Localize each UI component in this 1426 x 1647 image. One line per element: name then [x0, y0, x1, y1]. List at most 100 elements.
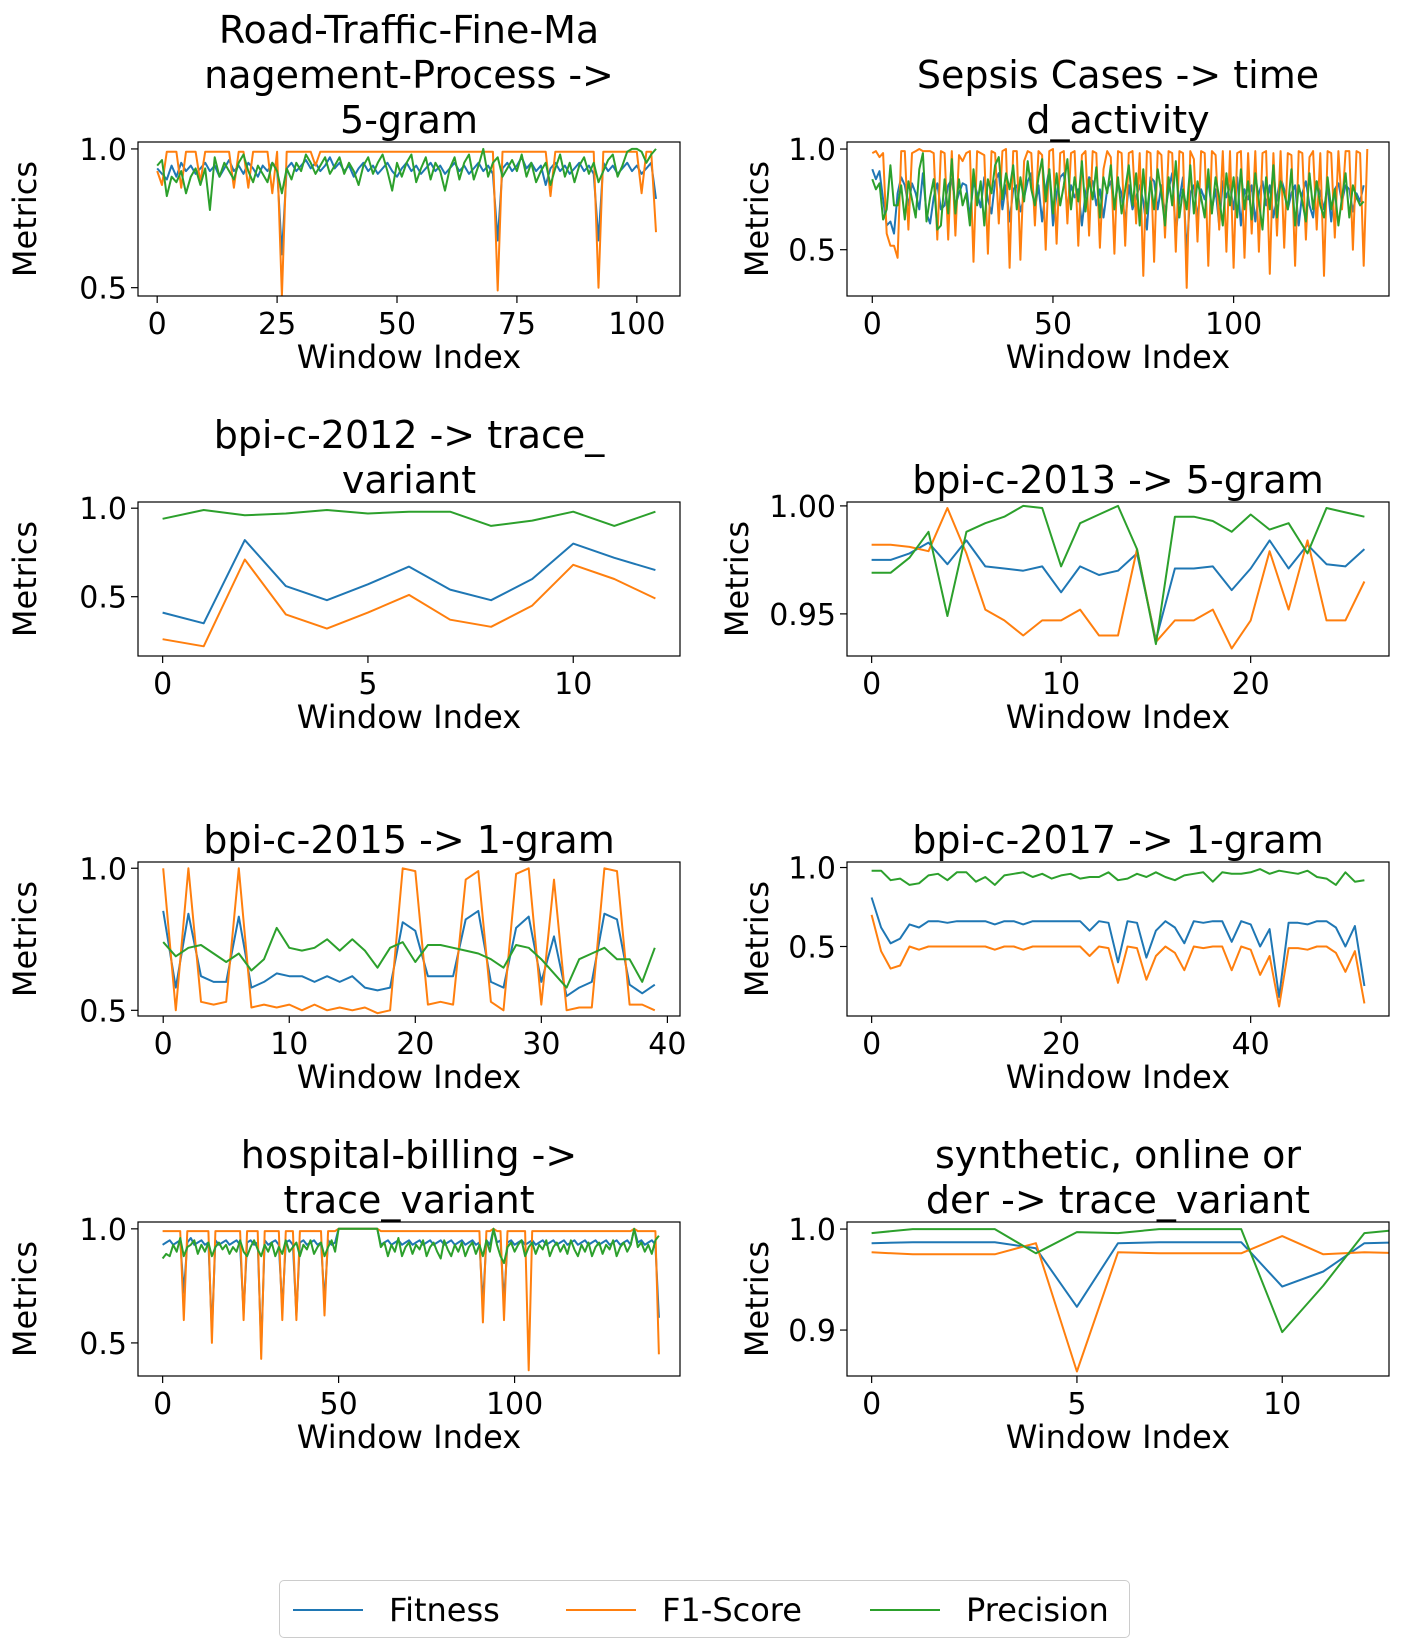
- chart-8: synthetic, online or der -> trace_variant…: [738, 1133, 1390, 1456]
- chart-title: Road-Traffic-Fine-Ma nagement-Process -> 5…: [204, 8, 614, 142]
- x-tick-label: 0: [148, 307, 167, 342]
- chart-4: bpi-c-2013 -> 5-gram 0 10 20 0.95 1.00 Window …: [718, 458, 1390, 736]
- y-tick-label: 0.5: [79, 994, 127, 1029]
- x-tick-label: 0: [862, 667, 881, 702]
- x-tick-label: 50: [378, 307, 416, 342]
- y-tick-label: 1.0: [79, 133, 127, 168]
- legend-label-fitness: Fitness: [389, 1591, 500, 1629]
- x-tick-label: 100: [608, 307, 665, 342]
- series-line-precision: [871, 504, 1365, 646]
- x-tick-label: 40: [648, 1027, 686, 1062]
- series-line-precision: [162, 509, 656, 527]
- x-tick-label: 20: [1232, 667, 1270, 702]
- series-line-precision: [871, 152, 1365, 231]
- x-tick-label: 100: [1205, 307, 1262, 342]
- x-tick-label: 30: [522, 1027, 560, 1062]
- x-axis-label: Window Index: [297, 1058, 521, 1096]
- x-tick-label: 25: [258, 307, 296, 342]
- x-tick-label: 20: [1042, 1027, 1080, 1062]
- chart-title: hospital-billing -> trace_variant: [241, 1133, 577, 1222]
- x-axis-label: Window Index: [1006, 698, 1230, 736]
- x-tick-label: 5: [1067, 1387, 1086, 1422]
- series-line-precision: [156, 147, 657, 211]
- y-tick-label: 1.0: [788, 852, 836, 887]
- y-tick-label: 1.0: [788, 133, 836, 168]
- series-line-f1-score: [870, 914, 1366, 1008]
- chart-1: Road-Traffic-Fine-Ma nagement-Process -> 5…: [6, 8, 681, 376]
- chart-title: Sepsis Cases -> time d_activity: [917, 53, 1319, 142]
- y-tick-label: 1.0: [79, 852, 127, 887]
- y-axis-label: Metrics: [6, 881, 44, 997]
- chart-2: Sepsis Cases -> time d_activity 0 50 100 0.5 1…: [738, 53, 1390, 376]
- y-tick-label: 1.0: [79, 1213, 127, 1248]
- y-axis-label: Metrics: [738, 1241, 776, 1357]
- series-line-f1-score: [871, 1235, 1389, 1373]
- x-axis-label: Window Index: [297, 1418, 521, 1456]
- x-tick-label: 40: [1232, 1027, 1270, 1062]
- legend: Fitness F1-Score Precision: [279, 1580, 1130, 1638]
- legend-label-f1-score: F1-Score: [662, 1591, 802, 1629]
- legend-swatch-precision: [870, 1609, 940, 1611]
- y-tick-label: 1.0: [788, 1213, 836, 1248]
- y-tick-label: 0.5: [79, 272, 127, 307]
- legend-item-f1-score: F1-Score: [566, 1581, 802, 1639]
- legend-item-precision: Precision: [870, 1581, 1109, 1639]
- y-tick-label: 1.0: [79, 492, 127, 527]
- axes-frame: [846, 1221, 1390, 1377]
- chart-title: bpi-c-2015 -> 1-gram: [203, 818, 614, 862]
- y-axis-label: Metrics: [6, 521, 44, 637]
- axes-frame: [137, 501, 681, 657]
- y-axis-label: Metrics: [738, 881, 776, 997]
- legend-label-precision: Precision: [966, 1591, 1109, 1629]
- x-tick-label: 20: [396, 1027, 434, 1062]
- series-line-fitness: [162, 909, 656, 998]
- chart-title: synthetic, online or der -> trace_variant: [926, 1133, 1310, 1222]
- axes-frame: [137, 861, 681, 1017]
- y-axis-label: Metrics: [6, 1241, 44, 1357]
- chart-3: bpi-c-2012 -> trace_ variant 0 5 10 0.5 1.0 Win…: [6, 413, 681, 736]
- x-axis-label: Window Index: [1006, 1418, 1230, 1456]
- chart-title: bpi-c-2012 -> trace_ variant: [214, 413, 606, 502]
- chart-title: bpi-c-2017 -> 1-gram: [912, 818, 1323, 862]
- axes-frame: [846, 861, 1390, 1017]
- series-line-fitness: [871, 539, 1366, 641]
- series-line-precision: [161, 1227, 660, 1265]
- y-axis-label: Metrics: [6, 161, 44, 277]
- axes-frame: [137, 1221, 681, 1377]
- x-tick-label: 50: [1034, 307, 1072, 342]
- x-tick-label: 0: [862, 1027, 881, 1062]
- axes-frame: [846, 501, 1390, 657]
- x-tick-label: 0: [153, 667, 172, 702]
- x-tick-label: 10: [1263, 1387, 1301, 1422]
- x-tick-label: 10: [270, 1027, 308, 1062]
- y-tick-label: 0.95: [769, 598, 836, 633]
- x-tick-label: 0: [154, 1027, 173, 1062]
- y-axis-label: Metrics: [718, 521, 756, 637]
- x-tick-label: 100: [486, 1387, 543, 1422]
- x-axis-label: Window Index: [297, 698, 521, 736]
- series-line-f1-score: [871, 507, 1366, 650]
- x-tick-label: 5: [358, 667, 377, 702]
- x-axis-label: Window Index: [297, 338, 521, 376]
- legend-swatch-f1-score: [566, 1609, 636, 1611]
- y-tick-label: 0.5: [788, 931, 836, 966]
- chart-title: bpi-c-2013 -> 5-gram: [912, 458, 1323, 502]
- x-tick-label: 10: [554, 667, 592, 702]
- legend-item-fitness: Fitness: [293, 1581, 500, 1639]
- chart-7: hospital-billing -> trace_variant 0 50 100 0.…: [6, 1133, 681, 1456]
- series-line-fitness: [162, 539, 656, 625]
- x-tick-label: 10: [1042, 667, 1080, 702]
- series-line-fitness: [870, 897, 1366, 998]
- y-axis-label: Metrics: [738, 161, 776, 277]
- axes-frame: [137, 141, 681, 297]
- series-line-precision: [871, 868, 1365, 886]
- legend-swatch-fitness: [293, 1609, 363, 1611]
- x-tick-label: 75: [498, 307, 536, 342]
- y-tick-label: 0.9: [788, 1314, 836, 1349]
- y-tick-label: 0.5: [79, 1327, 127, 1362]
- series-line-fitness: [871, 1241, 1389, 1308]
- series-line-precision: [162, 926, 656, 989]
- series-line-f1-score: [162, 1227, 660, 1372]
- x-tick-label: 0: [862, 1387, 881, 1422]
- x-axis-label: Window Index: [1006, 1058, 1230, 1096]
